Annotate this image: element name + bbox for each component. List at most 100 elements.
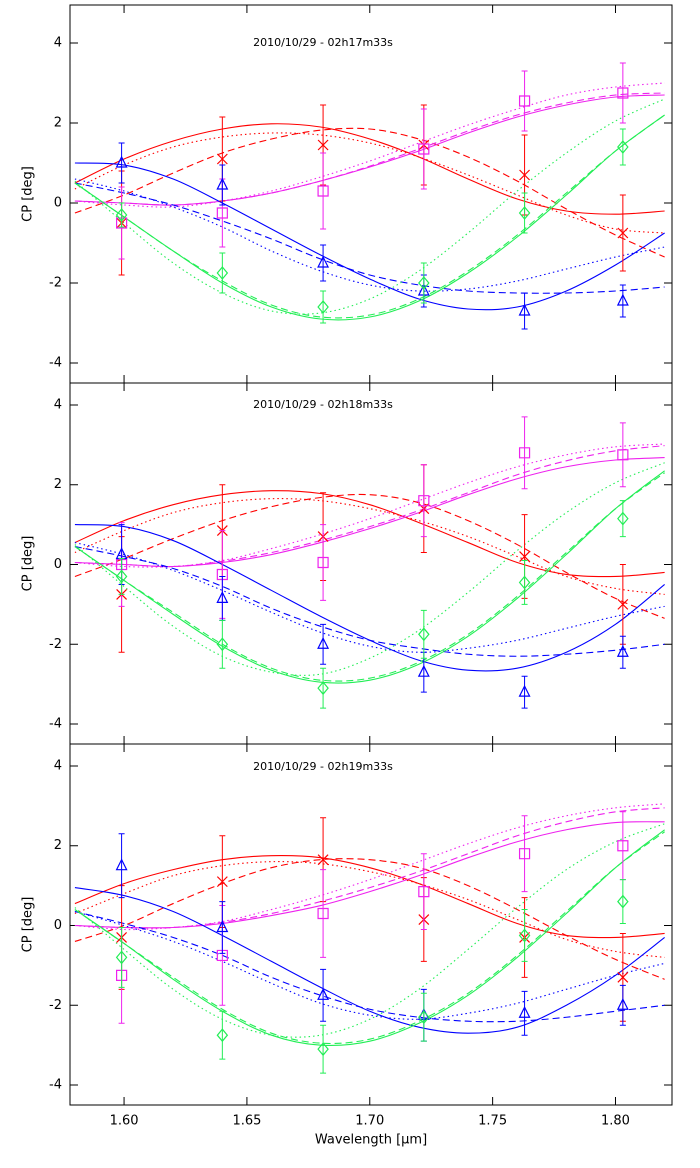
model-curve bbox=[74, 524, 665, 672]
error-bar bbox=[320, 667, 327, 709]
error-bar bbox=[619, 984, 626, 1026]
marker bbox=[317, 139, 329, 151]
error-bar bbox=[320, 1024, 327, 1074]
marker bbox=[216, 1028, 229, 1043]
x-tick-label: 1.70 bbox=[355, 1114, 384, 1129]
y-tick-label: -4 bbox=[49, 356, 62, 371]
marker bbox=[519, 551, 530, 562]
marker bbox=[216, 591, 229, 604]
marker bbox=[216, 266, 229, 280]
marker bbox=[617, 598, 629, 610]
curves bbox=[74, 443, 665, 684]
error-bar bbox=[320, 244, 327, 282]
model-curve bbox=[74, 821, 665, 929]
y-axis-label: CP [deg] bbox=[21, 166, 36, 222]
error-bar bbox=[521, 909, 528, 962]
marker bbox=[216, 568, 228, 581]
marker bbox=[616, 997, 629, 1010]
model-curve bbox=[74, 542, 665, 653]
marker bbox=[518, 447, 531, 459]
marker bbox=[216, 637, 229, 652]
marker bbox=[317, 1042, 329, 1057]
marker bbox=[216, 876, 228, 888]
y-tick-label: -2 bbox=[49, 998, 62, 1013]
marker bbox=[518, 95, 531, 107]
marker bbox=[317, 300, 329, 314]
y-tick-label: 0 bbox=[54, 196, 62, 211]
marker bbox=[317, 854, 329, 866]
marker bbox=[617, 971, 629, 983]
y-tick-label: 2 bbox=[54, 116, 62, 131]
error-bar bbox=[420, 464, 427, 538]
y-tick-label: 2 bbox=[54, 838, 62, 853]
marker bbox=[317, 556, 329, 569]
y-tick-label: -4 bbox=[49, 1078, 62, 1093]
marker bbox=[317, 681, 329, 696]
error-bar bbox=[219, 619, 226, 669]
error-bar bbox=[521, 416, 528, 490]
error-bar bbox=[521, 292, 528, 330]
model-curve bbox=[74, 92, 665, 206]
error-bar bbox=[118, 558, 125, 595]
curves bbox=[74, 803, 665, 1047]
model-curve bbox=[74, 98, 665, 315]
marker bbox=[616, 644, 629, 657]
marker bbox=[617, 511, 629, 526]
model-curve bbox=[74, 831, 665, 1045]
y-tick-label: 0 bbox=[54, 918, 62, 933]
model-curve bbox=[74, 82, 665, 208]
model-curve bbox=[74, 470, 665, 684]
marker bbox=[617, 140, 629, 154]
marker bbox=[518, 1005, 531, 1018]
panel: -4 -2 0 2 4 CP [deg] 2010/10/29 - 02h18m33s bbox=[21, 382, 673, 745]
error-bar bbox=[420, 992, 427, 1042]
marker bbox=[116, 217, 128, 229]
model-curve bbox=[74, 858, 665, 980]
marker bbox=[418, 627, 430, 642]
error-bar bbox=[320, 152, 327, 230]
curves bbox=[74, 82, 665, 321]
model-curve bbox=[74, 94, 665, 206]
marker bbox=[418, 143, 430, 155]
marker bbox=[116, 969, 128, 981]
x-tick-label: 1.80 bbox=[601, 1114, 630, 1129]
panel-frame bbox=[69, 382, 673, 745]
marker bbox=[115, 858, 128, 871]
marker bbox=[616, 293, 629, 306]
error-bar bbox=[521, 675, 528, 709]
marker bbox=[518, 684, 531, 697]
model-curve bbox=[74, 462, 665, 676]
marker bbox=[216, 949, 228, 962]
marker bbox=[116, 558, 128, 571]
model-curve bbox=[74, 887, 665, 1034]
marker bbox=[518, 303, 531, 316]
model-curve bbox=[74, 490, 665, 578]
marker bbox=[115, 208, 128, 222]
marker bbox=[518, 928, 531, 943]
error-bar bbox=[219, 1010, 226, 1060]
marker bbox=[518, 575, 531, 590]
marker bbox=[317, 255, 330, 268]
model-curve bbox=[74, 823, 665, 1038]
model-curve bbox=[74, 457, 665, 568]
error-bar bbox=[420, 609, 427, 659]
model-curve bbox=[74, 498, 665, 595]
marker bbox=[317, 185, 329, 197]
model-curve bbox=[74, 829, 665, 1047]
marker bbox=[617, 894, 629, 909]
model-curve bbox=[74, 855, 665, 939]
model-curve bbox=[74, 911, 665, 1023]
model-curve bbox=[74, 178, 665, 292]
error-bar bbox=[521, 70, 528, 132]
error-bar bbox=[118, 202, 125, 228]
error-bar bbox=[619, 284, 626, 318]
panel-frame bbox=[69, 743, 673, 1106]
error-bar bbox=[118, 142, 125, 184]
y-tick-label: 4 bbox=[54, 397, 62, 412]
error-bar bbox=[521, 990, 528, 1036]
y-tick-label: 4 bbox=[54, 758, 62, 773]
model-curve bbox=[74, 182, 665, 294]
y-tick-label: 0 bbox=[54, 557, 62, 572]
marker bbox=[519, 169, 530, 181]
